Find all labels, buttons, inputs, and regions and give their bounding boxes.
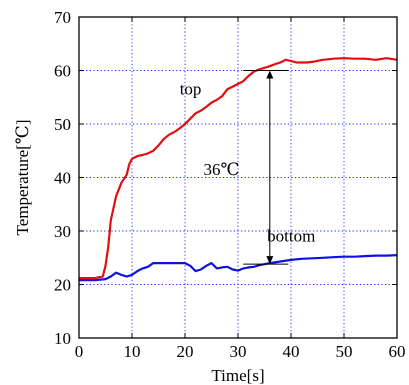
- x-tick-label: 60: [389, 342, 406, 361]
- x-tick-label: 20: [177, 342, 194, 361]
- y-tick-label: 70: [54, 8, 71, 27]
- series-layer: [79, 57, 398, 282]
- y-tick-label: 30: [54, 222, 71, 241]
- annotation-layer: top bottom 36℃: [180, 70, 315, 265]
- y-tick-label: 10: [54, 329, 71, 348]
- top-series-label: top: [180, 80, 202, 99]
- x-tick-label: 10: [124, 342, 141, 361]
- y-axis-label: Temperature[℃]: [13, 120, 32, 236]
- series-line-top: [79, 57, 398, 280]
- x-axis-label: Time[s]: [211, 366, 264, 385]
- y-tick-label: 40: [54, 169, 71, 188]
- y-tick-label: 50: [54, 115, 71, 134]
- difference-label: 36℃: [204, 160, 240, 179]
- x-tick-label: 40: [283, 342, 300, 361]
- arrowhead-down: [266, 256, 274, 265]
- arrowhead-up: [266, 70, 274, 79]
- x-tick-label: 30: [230, 342, 247, 361]
- x-tick-label: 0: [75, 342, 84, 361]
- y-tick-label: 20: [54, 276, 71, 295]
- y-tick-label: 60: [54, 62, 71, 81]
- bottom-series-label: bottom: [267, 227, 315, 246]
- grid-layer: [79, 17, 397, 338]
- x-tick-label: 50: [336, 342, 353, 361]
- series-line-bottom: [79, 254, 398, 282]
